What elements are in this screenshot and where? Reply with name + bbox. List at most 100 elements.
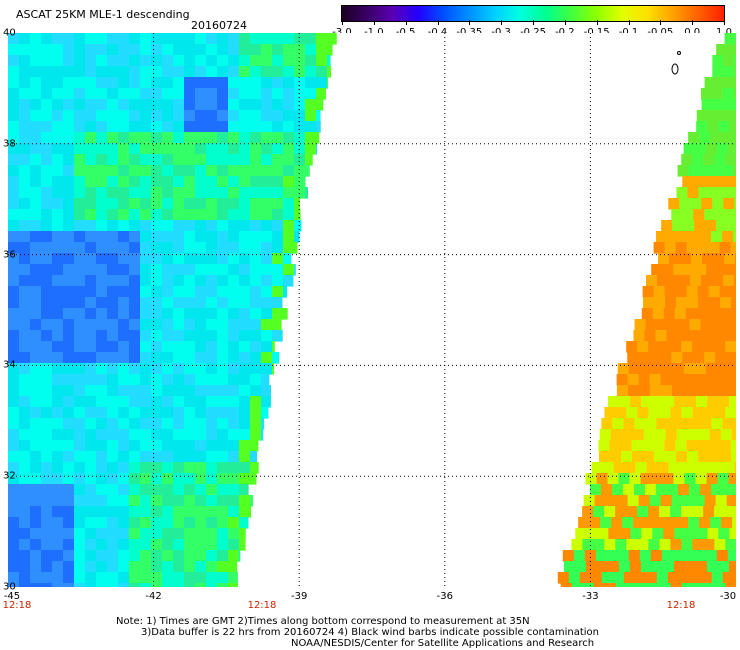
swath-cell [162,550,174,562]
swath-cell [19,561,31,573]
swath-cell [673,561,686,573]
swath-cell [41,429,53,441]
swath-cell [239,484,249,496]
swath-cell [661,363,674,375]
swath-cell [96,264,108,276]
swath-cell [716,550,729,562]
swath-cell [593,539,605,551]
swath-cell [709,429,722,441]
swath-cell [717,561,730,573]
swath-cell [173,121,185,133]
swath-cell [692,539,704,551]
swath-cell [107,187,119,199]
swath-cell [41,220,53,232]
swath-cell [734,462,736,474]
swath-cell [250,308,262,320]
swath-cell [129,440,141,452]
swath-cell [283,33,295,45]
swath-cell [250,66,262,78]
swath-cell [217,264,229,276]
swath-cell [283,154,295,166]
swath-cell [184,473,196,485]
swath-cell [272,209,284,221]
swath-cell [686,286,699,298]
swath-cell [672,220,684,232]
swath-cell [195,66,207,78]
swath-cell [107,33,119,45]
swath-cell [52,440,64,452]
swath-cell [195,583,207,587]
swath-cell [228,297,240,309]
swath-cell [228,253,240,265]
colorbar-tick [437,20,439,25]
swath-cell [107,583,119,587]
swath-cell [74,165,86,177]
swath-cell [118,242,130,254]
swath-cell [719,286,732,298]
swath-cell [641,308,654,320]
swath-cell [678,231,690,243]
swath-cell [217,209,229,221]
swath-cell [734,99,736,111]
swath-cell [8,231,20,243]
swath-cell [272,341,275,353]
swath-cell [195,517,207,529]
swath-cell [184,330,196,342]
swath-cell [41,528,53,540]
swath-cell [250,396,262,408]
swath-cell [217,176,229,188]
swath-cell [195,539,207,551]
swath-cell [74,275,86,287]
swath-cell [52,517,64,529]
swath-cell [41,165,53,177]
swath-cell [206,253,218,265]
swath-cell [30,363,42,375]
swath-cell [206,572,218,584]
swath-cell [228,132,240,144]
swath-cell [74,132,86,144]
swath-cell [228,517,240,529]
swath-cell [643,451,655,463]
swath-cell [714,583,727,587]
swath-cell [52,341,64,353]
swath-cell [731,451,736,463]
swath-cell [726,385,736,397]
swath-cell [228,187,240,199]
swath-cell [63,165,75,177]
swath-cell [701,253,714,265]
swath-cell [305,121,317,133]
swath-cell [650,550,663,562]
swath-cell [173,572,185,584]
swath-cell [693,495,706,507]
swath-cell [712,55,724,67]
swath-cell [638,374,651,386]
swath-cell [261,396,271,408]
swath-cell [645,319,658,331]
swath-cell [41,539,53,551]
swath-cell [173,176,185,188]
swath-cell [672,550,685,562]
swath-cell [283,44,295,56]
swath-cell [30,198,42,210]
swath-cell [30,187,42,199]
swath-cell [107,209,119,221]
swath-cell [129,418,141,430]
swath-cell [140,121,152,133]
swath-cell [272,132,284,144]
swath-cell [96,341,108,353]
swath-cell [228,99,240,111]
swath-cell [217,517,229,529]
swath-cell [195,319,207,331]
swath-cell [118,165,130,177]
swath-cell [151,143,163,155]
swath-cell [283,286,288,298]
swath-cell [665,297,677,309]
swath-cell [698,451,710,463]
swath-cell [30,407,42,419]
swath-cell [30,154,42,166]
swath-cell [705,220,717,232]
swath-cell [206,539,218,551]
swath-cell [8,220,20,232]
swath-cell [228,583,238,587]
swath-cell [85,44,97,56]
